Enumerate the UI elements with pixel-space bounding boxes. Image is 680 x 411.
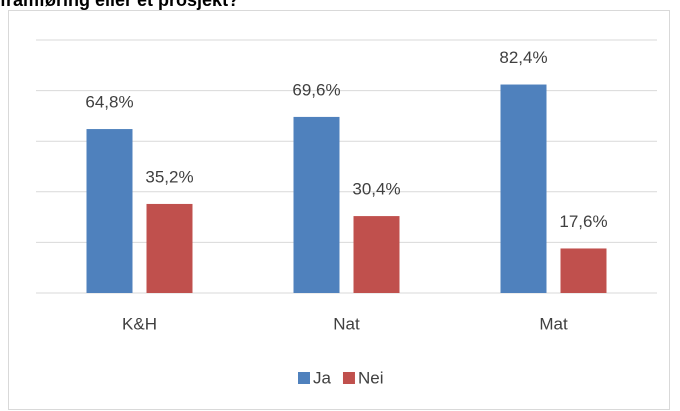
x-tick-label: K&H bbox=[122, 314, 157, 333]
bar bbox=[560, 248, 607, 293]
data-label: 64,8% bbox=[85, 93, 133, 112]
legend-swatch bbox=[342, 372, 355, 384]
legend-swatch bbox=[298, 372, 310, 384]
bar bbox=[500, 84, 547, 293]
bar bbox=[293, 116, 340, 293]
data-label: 69,6% bbox=[292, 80, 340, 99]
bar bbox=[146, 203, 193, 293]
legend-label: Nei bbox=[358, 368, 384, 387]
data-label: 35,2% bbox=[145, 167, 193, 186]
bar bbox=[353, 216, 400, 293]
chart-title: framføring eller et prosjekt? bbox=[0, 0, 239, 10]
legend-label: Ja bbox=[313, 368, 332, 387]
data-label: 17,6% bbox=[559, 212, 607, 231]
data-label: 30,4% bbox=[352, 180, 400, 199]
x-tick-label: Mat bbox=[539, 314, 568, 333]
x-tick-label: Nat bbox=[333, 314, 360, 333]
data-label: 82,4% bbox=[499, 48, 547, 67]
bar bbox=[86, 129, 133, 293]
